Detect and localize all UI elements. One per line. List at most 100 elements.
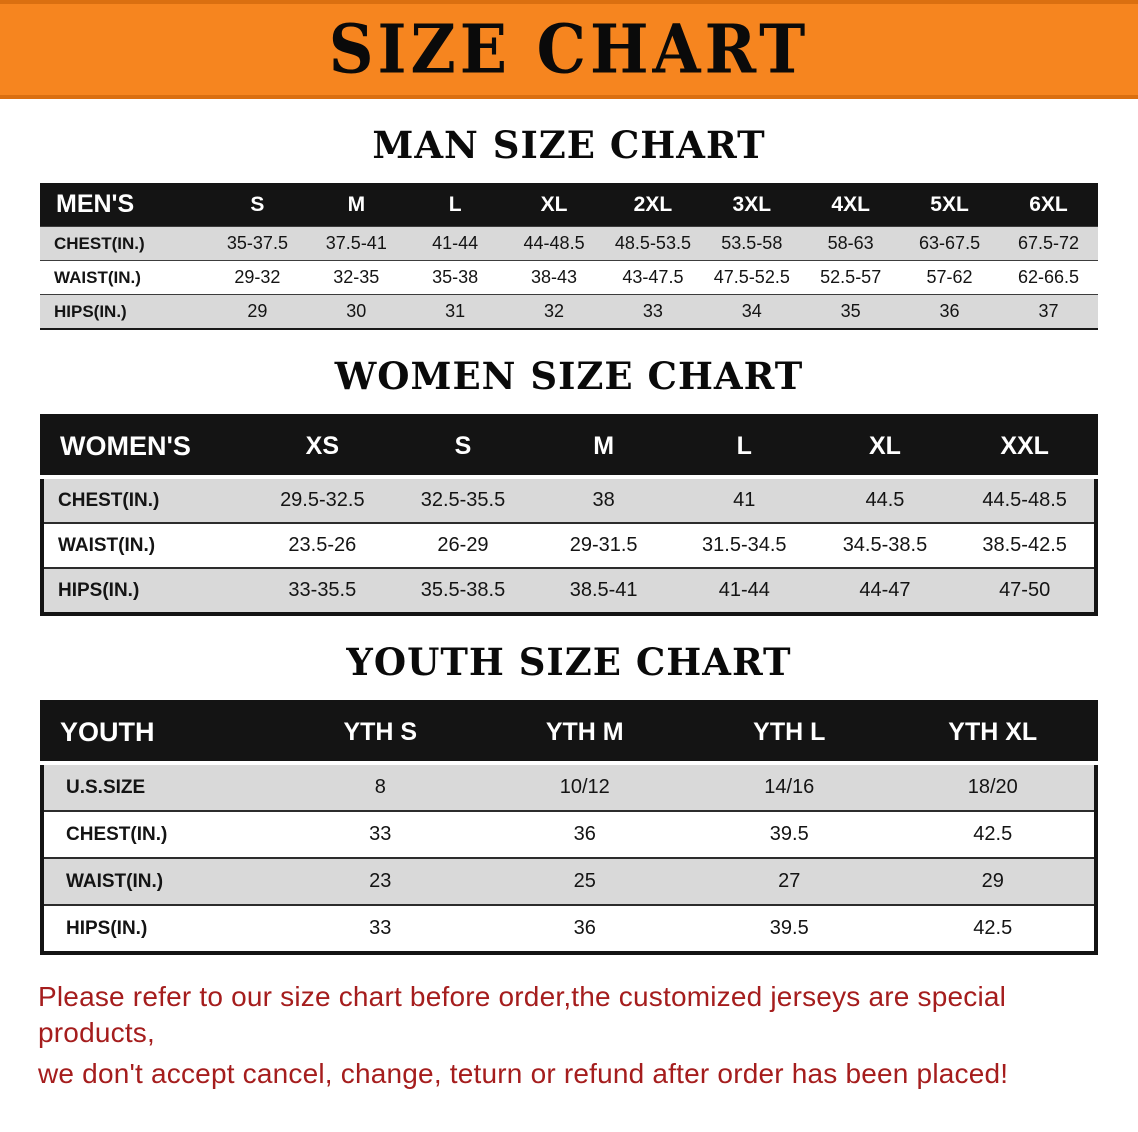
row-label-cell: HIPS(IN.) bbox=[42, 904, 278, 953]
value-cell: 47.5-52.5 bbox=[702, 260, 802, 295]
value-cell: 44.5-48.5 bbox=[982, 489, 1067, 511]
women-table-body: CHEST(IN.) 29.5-32.5 32.5-35.5 38 41 44.5 44.5… bbox=[42, 477, 1096, 614]
size-column-header: YTH XL bbox=[891, 702, 1096, 765]
value-cell: 33 bbox=[278, 810, 483, 858]
value-cell: 26-29 bbox=[392, 522, 534, 568]
value-cell: 36 bbox=[482, 904, 687, 953]
youth-table-body: U.S.SIZE 8 10/12 14/16 18/20 CHEST(IN.) 33 36 39… bbox=[42, 763, 1096, 953]
value-cell: 34.5-38.5 bbox=[814, 522, 956, 568]
footer-notice-line: Please refer to our size chart before or… bbox=[38, 981, 1007, 1049]
banner: SIZE CHART bbox=[0, 0, 1138, 99]
women-table-header: WOMEN'S XS S M L XL XXL bbox=[42, 416, 1096, 479]
row-label-cell: CHEST(IN.) bbox=[58, 489, 160, 511]
value-cell: 35 bbox=[801, 294, 901, 329]
value-cell: 41 bbox=[733, 489, 756, 511]
table-row: WAIST(IN.) 23.5-26 26-29 29-31.5 31.5-34.5 34… bbox=[42, 522, 1096, 568]
value-cell: 38.5-42.5 bbox=[955, 522, 1096, 568]
table-row: CHEST(IN.) 35-37.5 37.5-41 41-44 44-48.5 48.5… bbox=[40, 226, 1098, 261]
youth-size-table: YOUTH YTH S YTH M YTH L YTH XL U.S.SIZE 8 10/1… bbox=[40, 700, 1098, 955]
table-header-row: YOUTH YTH S YTH M YTH L YTH XL bbox=[42, 702, 1096, 765]
value-cell: 44-48.5 bbox=[504, 226, 604, 261]
size-column-header: 2XL bbox=[603, 183, 703, 227]
men-table-body: CHEST(IN.) 35-37.5 37.5-41 41-44 44-48.5 48.5… bbox=[40, 226, 1098, 329]
size-column-header: XS bbox=[252, 416, 393, 479]
value-cell: 32.5-35.5 bbox=[420, 489, 506, 511]
page-title: SIZE CHART bbox=[328, 10, 810, 89]
value-cell: 38-43 bbox=[504, 260, 604, 295]
footer-notice: Please refer to our size chart before or… bbox=[38, 979, 1100, 1092]
table-title-cell: MEN'S bbox=[40, 183, 208, 227]
value-cell: 27 bbox=[687, 857, 892, 905]
value-cell: 31 bbox=[405, 294, 505, 329]
value-cell: 35-37.5 bbox=[208, 226, 307, 261]
size-column-header: XXL bbox=[955, 416, 1096, 479]
row-label-cell: WAIST(IN.) bbox=[40, 260, 208, 295]
value-cell: 25 bbox=[482, 857, 687, 905]
value-cell: 29-31.5 bbox=[533, 522, 674, 568]
value-cell: 39.5 bbox=[687, 904, 892, 953]
row-label-cell: WAIST(IN.) bbox=[42, 857, 278, 905]
size-column-header: M bbox=[533, 416, 674, 479]
men-size-section: MAN SIZE CHART MEN'S S M L XL 2XL 3XL 4XL 5XL 6XL… bbox=[0, 123, 1138, 330]
row-label-cell: WAIST(IN.) bbox=[42, 522, 252, 568]
value-cell: 33 bbox=[278, 904, 483, 953]
youth-size-section: YOUTH SIZE CHART YOUTH YTH S YTH M YTH L YTH… bbox=[0, 640, 1138, 955]
table-row: WAIST(IN.) 23 25 27 29 bbox=[42, 857, 1096, 905]
size-column-header: S bbox=[208, 183, 307, 227]
value-cell: 33-35.5 bbox=[252, 567, 393, 614]
value-cell: 23 bbox=[278, 857, 483, 905]
youth-section-heading: YOUTH SIZE CHART bbox=[346, 640, 792, 684]
value-cell: 44-47 bbox=[814, 567, 956, 614]
value-cell: 8 bbox=[374, 776, 386, 798]
value-cell: 53.5-58 bbox=[702, 226, 802, 261]
value-cell: 23.5-26 bbox=[252, 522, 393, 568]
value-cell: 38.5-41 bbox=[533, 567, 674, 614]
size-column-header: L bbox=[405, 183, 505, 227]
table-title-cell: WOMEN'S bbox=[42, 416, 252, 479]
size-column-header: XL bbox=[814, 416, 956, 479]
value-cell: 42.5 bbox=[891, 904, 1096, 953]
men-size-table: MEN'S S M L XL 2XL 3XL 4XL 5XL 6XL CHEST(IN.) 35-3… bbox=[40, 183, 1098, 330]
table-header-row: MEN'S S M L XL 2XL 3XL 4XL 5XL 6XL bbox=[40, 183, 1098, 227]
table-row: HIPS(IN.) 33 36 39.5 42.5 bbox=[42, 904, 1096, 953]
table-row: CHEST(IN.) 33 36 39.5 42.5 bbox=[42, 810, 1096, 858]
size-column-header: 3XL bbox=[702, 183, 802, 227]
value-cell: 29-32 bbox=[208, 260, 307, 295]
value-cell: 41-44 bbox=[405, 226, 505, 261]
value-cell: 32-35 bbox=[306, 260, 406, 295]
value-cell: 33 bbox=[603, 294, 703, 329]
value-cell: 47-50 bbox=[955, 567, 1096, 614]
value-cell: 57-62 bbox=[900, 260, 999, 295]
value-cell: 34 bbox=[702, 294, 802, 329]
table-row: WAIST(IN.) 29-32 32-35 35-38 38-43 43-47.5 47.… bbox=[40, 260, 1098, 295]
value-cell: 18/20 bbox=[967, 776, 1018, 798]
size-column-header: 6XL bbox=[999, 183, 1098, 227]
value-cell: 37 bbox=[999, 294, 1098, 329]
table-row: CHEST(IN.) 29.5-32.5 32.5-35.5 38 41 44.5 44.5… bbox=[42, 477, 1096, 523]
size-column-header: YTH M bbox=[482, 702, 687, 765]
row-label-cell: HIPS(IN.) bbox=[42, 567, 252, 614]
value-cell: 63-67.5 bbox=[900, 226, 999, 261]
value-cell: 41-44 bbox=[673, 567, 815, 614]
table-title-cell: YOUTH bbox=[42, 702, 278, 765]
value-cell: 58-63 bbox=[801, 226, 901, 261]
row-label-cell: CHEST(IN.) bbox=[40, 226, 208, 261]
size-column-header: L bbox=[673, 416, 815, 479]
value-cell: 37.5-41 bbox=[306, 226, 406, 261]
value-cell: 67.5-72 bbox=[999, 226, 1098, 261]
row-label-cell: HIPS(IN.) bbox=[40, 294, 208, 329]
value-cell: 44.5 bbox=[865, 489, 905, 511]
table-row: HIPS(IN.) 29 30 31 32 33 34 35 36 37 bbox=[40, 294, 1098, 329]
size-column-header: 5XL bbox=[900, 183, 999, 227]
value-cell: 29 bbox=[208, 294, 307, 329]
women-size-section: WOMEN SIZE CHART WOMEN'S XS S M L XL XXL CHEST… bbox=[0, 354, 1138, 616]
table-row: HIPS(IN.) 33-35.5 35.5-38.5 38.5-41 41-44 44-… bbox=[42, 567, 1096, 614]
table-row: U.S.SIZE 8 10/12 14/16 18/20 bbox=[42, 763, 1096, 811]
value-cell: 31.5-34.5 bbox=[673, 522, 815, 568]
value-cell: 36 bbox=[900, 294, 999, 329]
row-label-cell: CHEST(IN.) bbox=[42, 810, 278, 858]
value-cell: 42.5 bbox=[891, 810, 1096, 858]
value-cell: 52.5-57 bbox=[801, 260, 901, 295]
table-header-row: WOMEN'S XS S M L XL XXL bbox=[42, 416, 1096, 479]
